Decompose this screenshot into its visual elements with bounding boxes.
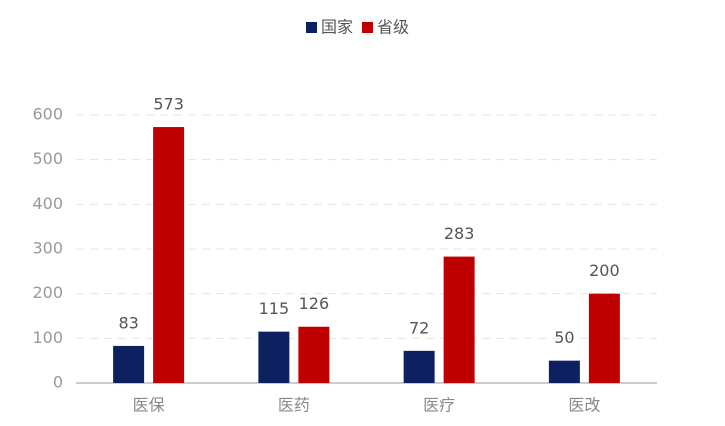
value-label: 72 bbox=[409, 318, 429, 337]
x-tick-label: 医疗 bbox=[423, 396, 455, 415]
bar bbox=[403, 350, 435, 383]
y-tick-label: 100 bbox=[32, 328, 63, 347]
value-label: 83 bbox=[118, 313, 138, 332]
y-tick-label: 600 bbox=[32, 105, 63, 124]
bar bbox=[113, 345, 145, 383]
value-label: 115 bbox=[259, 299, 290, 318]
bar bbox=[548, 360, 580, 383]
bar bbox=[298, 326, 330, 383]
legend-swatch bbox=[306, 22, 317, 33]
bar bbox=[258, 331, 290, 383]
legend-label: 省级 bbox=[377, 18, 409, 37]
value-label: 283 bbox=[444, 224, 475, 243]
x-tick-label: 医药 bbox=[278, 396, 310, 415]
value-label: 573 bbox=[153, 95, 184, 114]
y-tick-label: 400 bbox=[32, 194, 63, 213]
value-label: 50 bbox=[554, 328, 574, 347]
y-tick-label: 500 bbox=[32, 149, 63, 168]
legend-swatch bbox=[362, 22, 373, 33]
bar bbox=[588, 293, 620, 383]
bar bbox=[443, 256, 475, 383]
x-tick-label: 医改 bbox=[568, 396, 600, 415]
value-label: 126 bbox=[299, 294, 330, 313]
y-tick-label: 200 bbox=[32, 283, 63, 302]
y-tick-label: 0 bbox=[53, 373, 63, 392]
value-label: 200 bbox=[589, 261, 620, 280]
bar bbox=[153, 127, 185, 383]
y-tick-label: 300 bbox=[32, 239, 63, 258]
legend-label: 国家 bbox=[321, 18, 353, 37]
x-tick-label: 医保 bbox=[133, 396, 165, 415]
